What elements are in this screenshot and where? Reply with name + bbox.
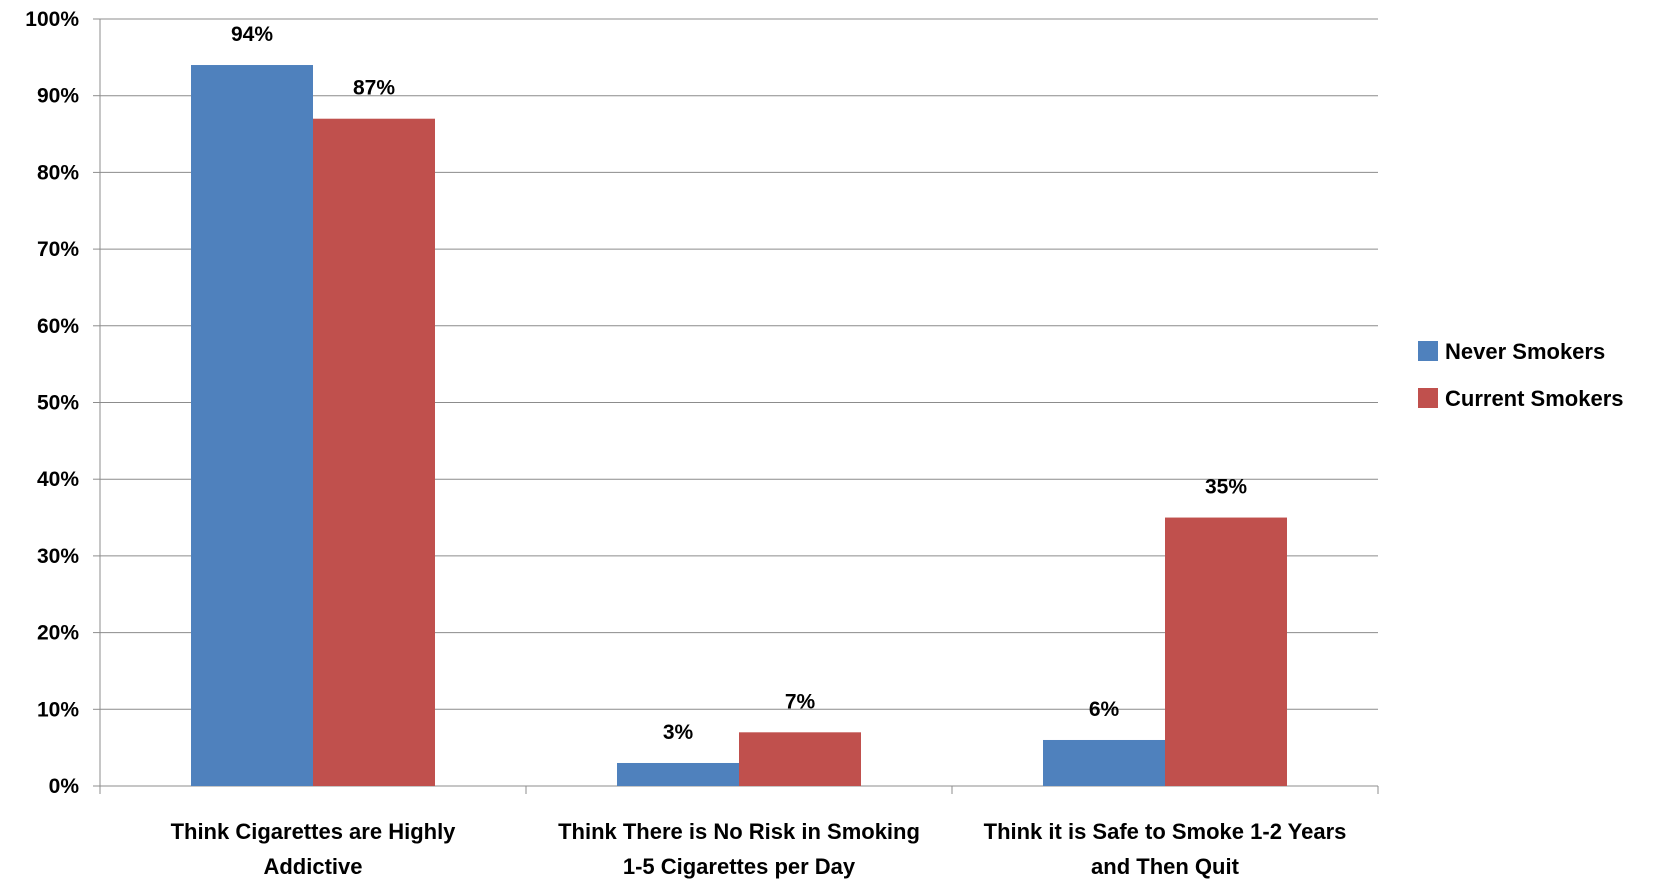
x-category-label: and Then Quit: [1091, 854, 1240, 879]
y-tick-label: 30%: [37, 545, 79, 568]
x-category-label: Think There is No Risk in Smoking: [558, 819, 920, 844]
data-label: 87%: [353, 77, 395, 100]
data-label: 6%: [1089, 698, 1120, 721]
y-tick-label: 90%: [37, 85, 79, 108]
legend-label: Current Smokers: [1445, 386, 1624, 411]
data-label: 7%: [785, 690, 816, 713]
data-labels: 94% 87% 3% 7% 6% 35%: [231, 23, 1247, 744]
legend-swatch: [1418, 341, 1438, 361]
y-tick-label: 20%: [37, 622, 79, 645]
bars: [191, 65, 1287, 786]
category-labels: Think Cigarettes are Highly Addictive Thin…: [171, 819, 1347, 879]
bar-never-smokers: [191, 65, 313, 786]
x-category-label: 1-5 Cigarettes per Day: [623, 854, 856, 879]
bar-current-smokers: [739, 732, 861, 786]
x-category-label: Addictive: [263, 854, 362, 879]
y-tick-label: 40%: [37, 468, 79, 491]
bar-never-smokers: [1043, 739, 1165, 786]
y-tick-label: 70%: [37, 238, 79, 261]
bar-never-smokers: [617, 762, 739, 786]
y-tick-label: 0%: [49, 775, 80, 798]
x-category-label: Think it is Safe to Smoke 1-2 Years: [984, 819, 1347, 844]
legend-label: Never Smokers: [1445, 339, 1605, 364]
y-tick-label: 60%: [37, 315, 79, 338]
y-tick-label: 100%: [25, 8, 79, 31]
data-label: 3%: [663, 721, 694, 744]
y-tick-label: 80%: [37, 161, 79, 184]
bar-current-smokers: [1165, 517, 1287, 786]
data-label: 94%: [231, 23, 273, 46]
y-tick-label: 50%: [37, 392, 79, 415]
y-tick-label: 10%: [37, 698, 79, 721]
legend-swatch: [1418, 388, 1438, 408]
data-label: 35%: [1205, 476, 1247, 499]
x-category-label: Think Cigarettes are Highly: [171, 819, 457, 844]
y-tick-labels: 0% 10% 20% 30% 40% 50% 60% 70% 80% 90% 100%: [25, 8, 79, 798]
legend: Never Smokers Current Smokers: [1418, 339, 1624, 411]
bar-current-smokers: [313, 118, 435, 786]
